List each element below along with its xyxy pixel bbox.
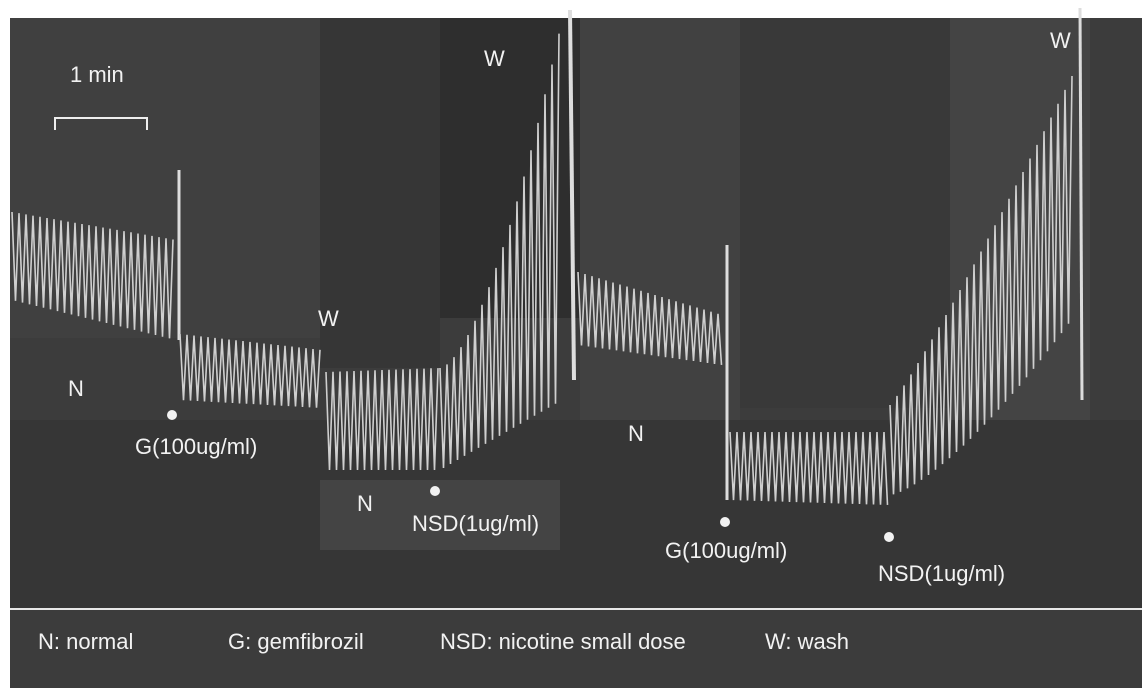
trace xyxy=(11,211,174,339)
traces xyxy=(11,7,1084,505)
legend-entry: G: gemfibrozil xyxy=(228,629,364,654)
annotation: NSD(1ug/ml) xyxy=(878,561,1005,586)
annotation: G(100ug/ml) xyxy=(665,538,787,563)
legend-entry: N: normal xyxy=(38,629,133,654)
annotation: W xyxy=(318,306,339,331)
marker-dot xyxy=(430,486,440,496)
spike xyxy=(568,9,576,381)
annotation: N xyxy=(628,421,644,446)
marker-dot xyxy=(720,517,730,527)
trace xyxy=(325,368,439,471)
labels: N G(100ug/ml) W W N NSD(1ug/ml) N G(100ug/ml) NS… xyxy=(38,28,1071,654)
trace xyxy=(179,333,321,408)
scale-label: 1 min xyxy=(70,62,124,87)
panel xyxy=(580,18,740,438)
trace xyxy=(577,271,723,365)
annotation: W xyxy=(484,46,505,71)
spike xyxy=(1078,7,1084,401)
trace xyxy=(439,33,560,469)
annotation: W xyxy=(1050,28,1071,53)
panel xyxy=(320,480,560,550)
annotation: N xyxy=(68,376,84,401)
lower-band xyxy=(10,420,1142,610)
panel xyxy=(320,18,440,368)
legend-entry: W: wash xyxy=(765,629,849,654)
annotation: G(100ug/ml) xyxy=(135,434,257,459)
trace xyxy=(729,431,889,505)
marker-dot xyxy=(884,532,894,542)
scale-bar xyxy=(54,117,148,130)
legend-entry: NSD: nicotine small dose xyxy=(440,629,686,654)
trace xyxy=(889,75,1073,495)
annotation: N xyxy=(357,491,373,516)
annotation: NSD(1ug/ml) xyxy=(412,511,539,536)
panel xyxy=(740,18,950,408)
marker-dot xyxy=(167,410,177,420)
